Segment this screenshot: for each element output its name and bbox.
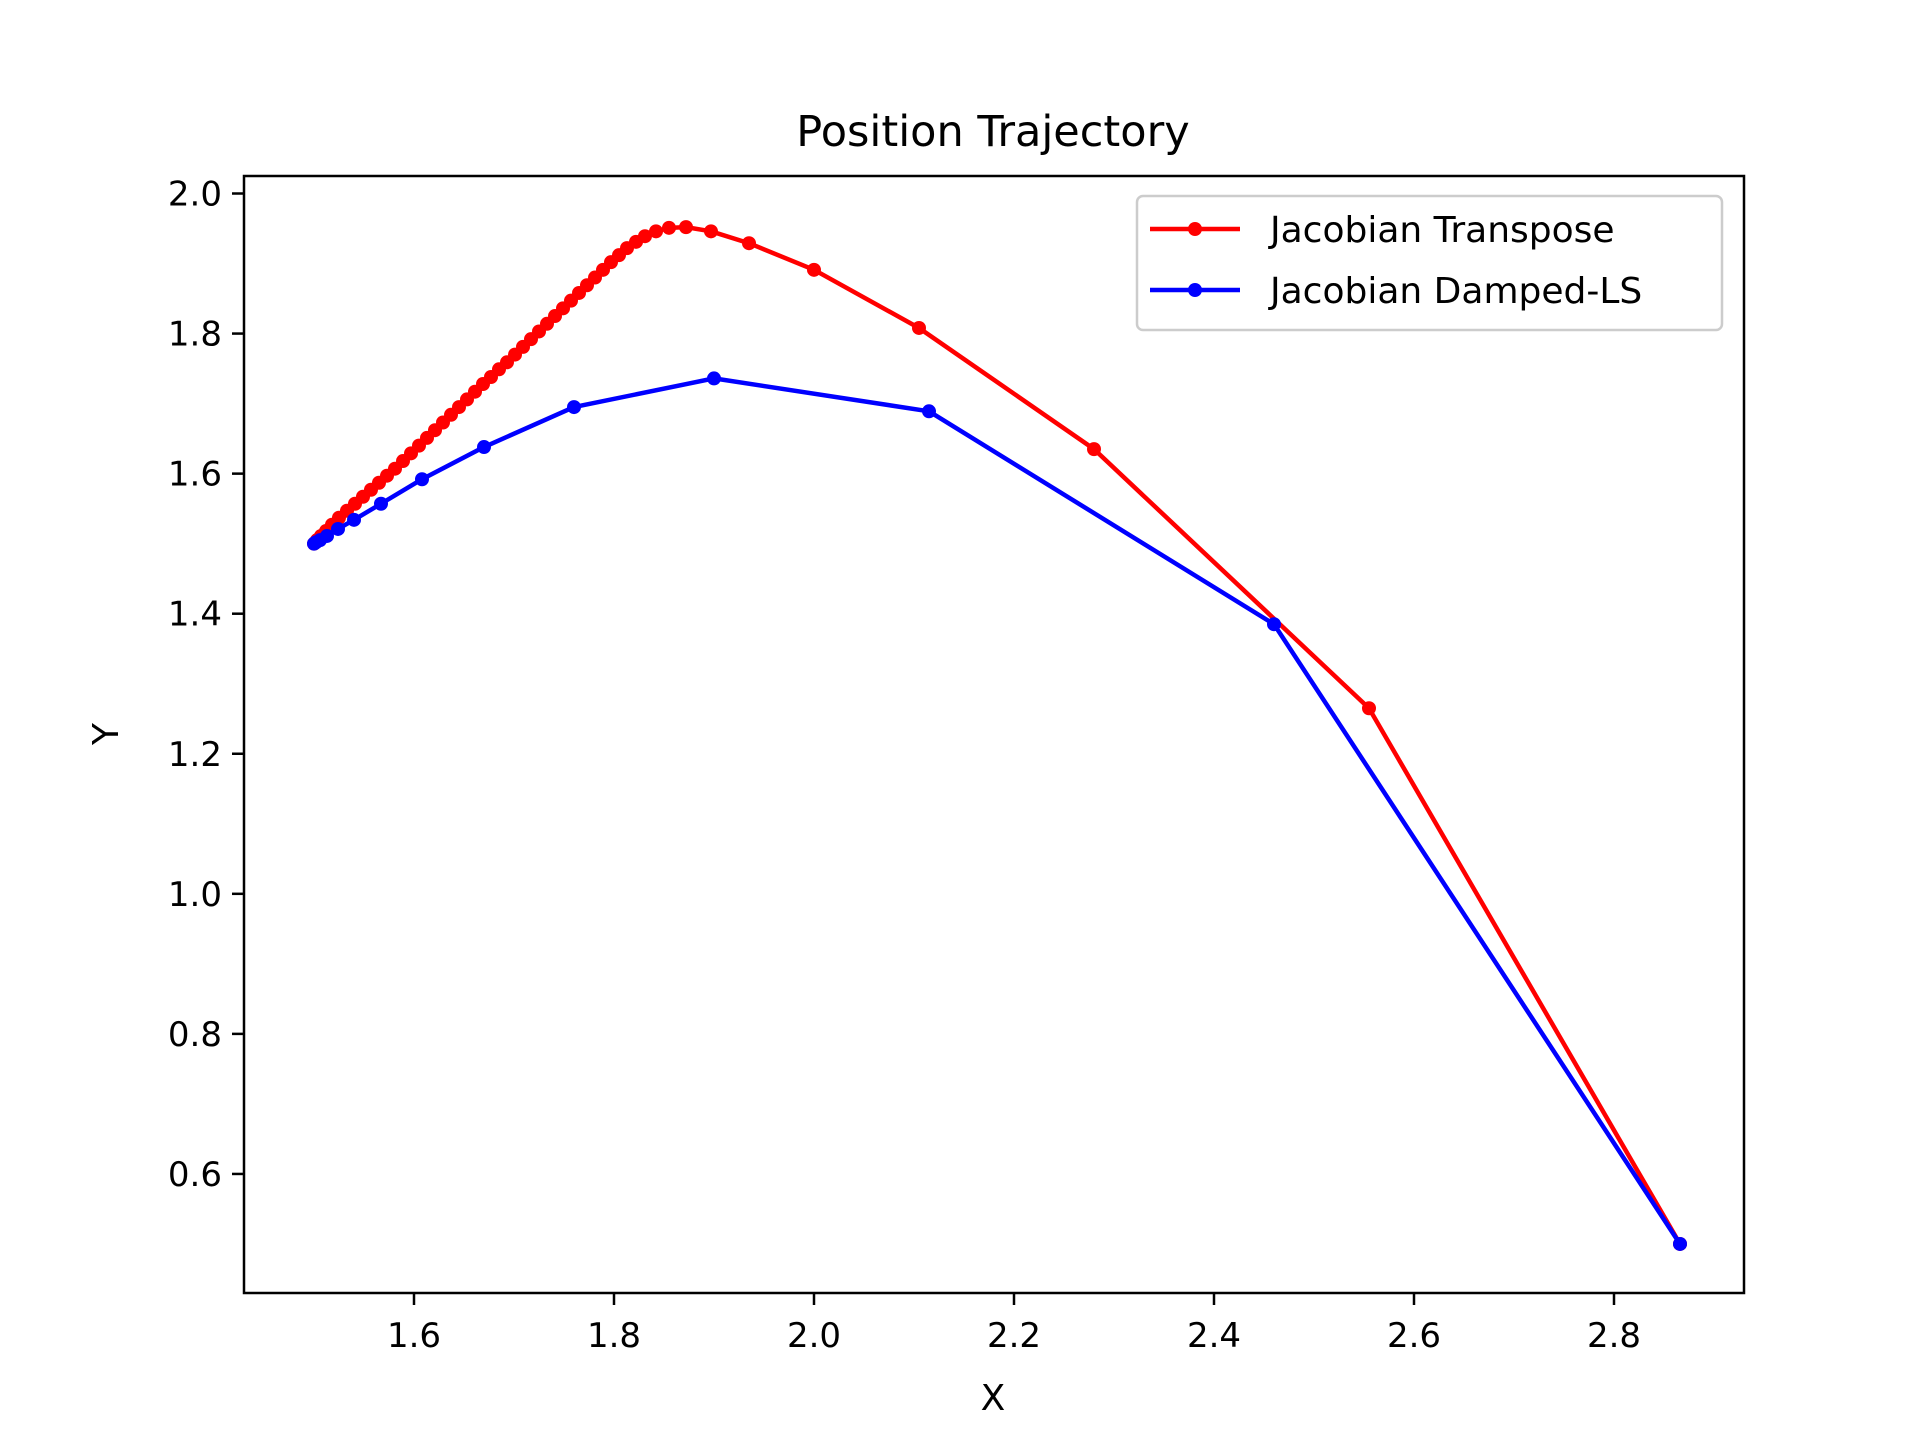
y-tick-label: 1.4 [168,595,222,635]
x-axis-title: X [981,1378,1006,1419]
data-point-jacobian-transpose [704,224,718,239]
data-point-jacobian-damped-ls [307,536,321,551]
data-point-jacobian-transpose [662,220,676,235]
data-point-jacobian-transpose [679,220,693,235]
y-tick-label: 1.8 [168,315,222,355]
data-point-jacobian-damped-ls [374,496,388,511]
x-tick-label: 2.2 [987,1316,1041,1356]
y-axis-title: Y [86,722,127,746]
data-point-jacobian-damped-ls [707,371,721,386]
x-axis-ticks: 1.6 1.8 2.0 2.2 2.4 2.6 2.8 [387,1293,1641,1356]
data-point-jacobian-transpose [742,236,756,251]
series-jacobian-transpose [307,220,1687,1251]
chart-title: Position Trajectory [796,107,1189,157]
legend-marker-jacobian-damped-ls [1188,283,1202,297]
data-point-jacobian-damped-ls [1673,1236,1687,1251]
data-point-jacobian-transpose [649,224,663,239]
x-tick-label: 2.4 [1187,1316,1241,1356]
x-tick-label: 1.6 [387,1316,441,1356]
x-tick-label: 2.8 [1587,1316,1641,1356]
x-tick-label: 1.8 [587,1316,641,1356]
y-axis-ticks: 0.6 0.8 1.0 1.2 1.4 1.6 1.8 2.0 [168,175,244,1195]
y-tick-label: 0.6 [168,1155,222,1195]
data-point-jacobian-damped-ls [922,404,936,419]
legend-label-jacobian-damped-ls: Jacobian Damped-LS [1268,271,1642,312]
x-tick-label: 2.6 [1387,1316,1441,1356]
data-point-jacobian-damped-ls [1267,617,1281,632]
y-tick-label: 1.2 [168,735,222,775]
data-point-jacobian-transpose [1362,701,1376,716]
series-layer [307,220,1687,1251]
series-jacobian-damped-ls [307,371,1687,1251]
data-point-jacobian-damped-ls [331,521,345,536]
x-tick-label: 2.0 [787,1316,841,1356]
legend: Jacobian Transpose Jacobian Damped-LS [1135,194,1724,332]
plot-frame [242,174,1746,1295]
y-tick-label: 0.8 [168,1015,222,1055]
data-point-jacobian-damped-ls [567,400,581,415]
legend-frame [1135,194,1724,332]
data-point-jacobian-damped-ls [477,440,491,455]
data-point-jacobian-damped-ls [347,512,361,527]
legend-marker-jacobian-transpose [1188,222,1202,236]
y-tick-label: 1.0 [168,875,222,915]
data-point-jacobian-damped-ls [415,472,429,487]
y-tick-label: 2.0 [168,175,222,215]
data-point-jacobian-transpose [912,320,926,335]
data-point-jacobian-transpose [807,262,821,277]
y-tick-label: 1.6 [168,455,222,495]
legend-label-jacobian-transpose: Jacobian Transpose [1268,210,1615,251]
data-point-jacobian-transpose [1087,442,1101,457]
